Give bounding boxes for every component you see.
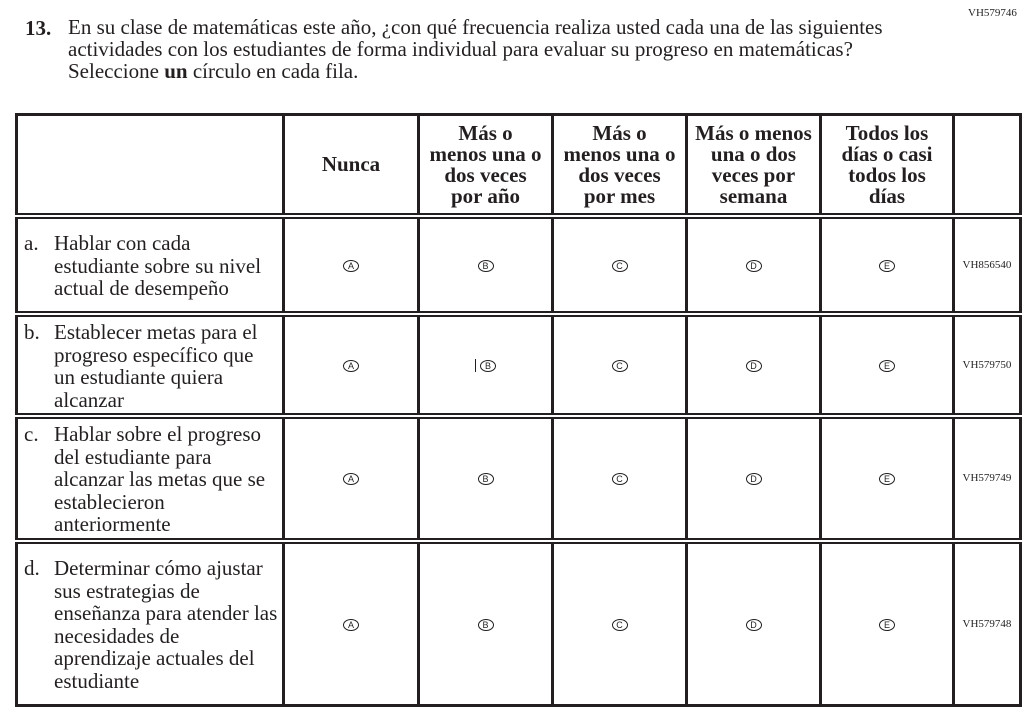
header-row: Nunca Más o menos una o dos veces por añ… <box>15 113 1022 219</box>
response-cell: C <box>551 539 688 707</box>
response-cell: B <box>417 312 554 419</box>
response-bubble-c[interactable]: C <box>611 618 628 631</box>
row-letter: b. <box>24 320 40 344</box>
response-cell: C <box>551 414 688 544</box>
row-text: Hablar con cada estudiante sobre su nive… <box>54 231 262 301</box>
row-label: b. Establecer metas para el progreso espe… <box>15 312 285 419</box>
response-cell: C <box>551 214 688 317</box>
response-bubble-d[interactable]: D <box>745 473 762 486</box>
question-text: En su clase de matemáticas este año, ¿co… <box>68 16 928 82</box>
response-cell: D <box>685 214 822 317</box>
column-header: Todos los días o casi todos los días <box>819 113 955 219</box>
response-bubble-e[interactable]: E <box>879 473 895 486</box>
response-bubble-a[interactable]: A <box>343 260 359 272</box>
header-blank <box>952 113 1022 219</box>
response-bubble-d[interactable]: D <box>745 360 762 372</box>
response-cell: A <box>282 312 420 419</box>
column-header: Más o menos una o dos veces por mes <box>551 113 688 219</box>
response-bubble-b[interactable]: B <box>477 618 494 631</box>
row-label: a. Hablar con cada estudiante sobre su ni… <box>15 214 285 317</box>
response-grid: Nunca Más o menos una o dos veces por añ… <box>15 113 1022 707</box>
row-code: VH579750 <box>952 312 1022 419</box>
row-letter: c. <box>24 422 39 446</box>
response-bubble-a[interactable]: A <box>343 473 359 486</box>
response-cell: D <box>685 539 822 707</box>
column-header: Más o menos una o dos veces por año <box>417 113 554 219</box>
response-bubble-c[interactable]: C <box>611 360 628 372</box>
table-row: b. Establecer metas para el progreso espe… <box>15 312 1022 419</box>
response-cell: B <box>417 214 554 317</box>
response-cell: E <box>819 214 955 317</box>
response-bubble-c[interactable]: C <box>611 473 628 486</box>
response-cell: A <box>282 414 420 544</box>
response-bubble-a[interactable]: A <box>343 360 359 372</box>
response-cell: E <box>819 312 955 419</box>
response-cell: A <box>282 539 420 707</box>
row-code: VH856540 <box>952 214 1022 317</box>
question-text-part: círculo en cada fila. <box>187 59 359 83</box>
column-header: Nunca <box>282 113 420 219</box>
question-number: 13. <box>25 16 52 40</box>
question-text-part: En su clase de matemáticas este año, ¿co… <box>68 15 883 83</box>
row-label: c. Hablar sobre el progreso del estudiant… <box>15 414 285 544</box>
row-letter: d. <box>24 556 40 581</box>
response-cell: B <box>417 414 554 544</box>
response-bubble-a[interactable]: A <box>343 618 359 631</box>
response-bubble-e[interactable]: E <box>879 618 895 631</box>
table-row: a. Hablar con cada estudiante sobre su ni… <box>15 214 1022 317</box>
item-id: VH579746 <box>968 7 1017 19</box>
response-bubble-e[interactable]: E <box>879 360 895 372</box>
table-row: d. Determinar cómo ajustar sus estrategia… <box>15 539 1022 707</box>
text-cursor <box>475 358 476 372</box>
row-letter: a. <box>24 231 39 256</box>
response-bubble-d[interactable]: D <box>745 260 762 272</box>
table-row: c. Hablar sobre el progreso del estudiant… <box>15 414 1022 544</box>
response-cell: D <box>685 312 822 419</box>
row-text: Hablar sobre el progreso del estudiante … <box>54 422 266 536</box>
row-code: VH579749 <box>952 414 1022 544</box>
row-label: d. Determinar cómo ajustar sus estrategia… <box>15 539 285 707</box>
response-bubble-c[interactable]: C <box>611 260 628 272</box>
row-code: VH579748 <box>952 539 1022 707</box>
row-text: Determinar cómo ajustar sus estrategias … <box>54 556 278 693</box>
response-bubble-d[interactable]: D <box>745 618 762 631</box>
question-text-bold: un <box>164 59 188 83</box>
header-blank <box>15 113 285 219</box>
response-cell: C <box>551 312 688 419</box>
response-bubble-b[interactable]: B <box>477 260 494 272</box>
response-bubble-b[interactable]: B <box>480 360 496 372</box>
response-cell: B <box>417 539 554 707</box>
response-cell: D <box>685 414 822 544</box>
response-cell: A <box>282 214 420 317</box>
response-bubble-e[interactable]: E <box>879 260 895 272</box>
response-cell: E <box>819 414 955 544</box>
response-bubble-b[interactable]: B <box>477 473 494 486</box>
response-cell: E <box>819 539 955 707</box>
column-header: Más o menos una o dos veces por semana <box>685 113 822 219</box>
row-text: Establecer metas para el progreso especí… <box>54 320 258 412</box>
